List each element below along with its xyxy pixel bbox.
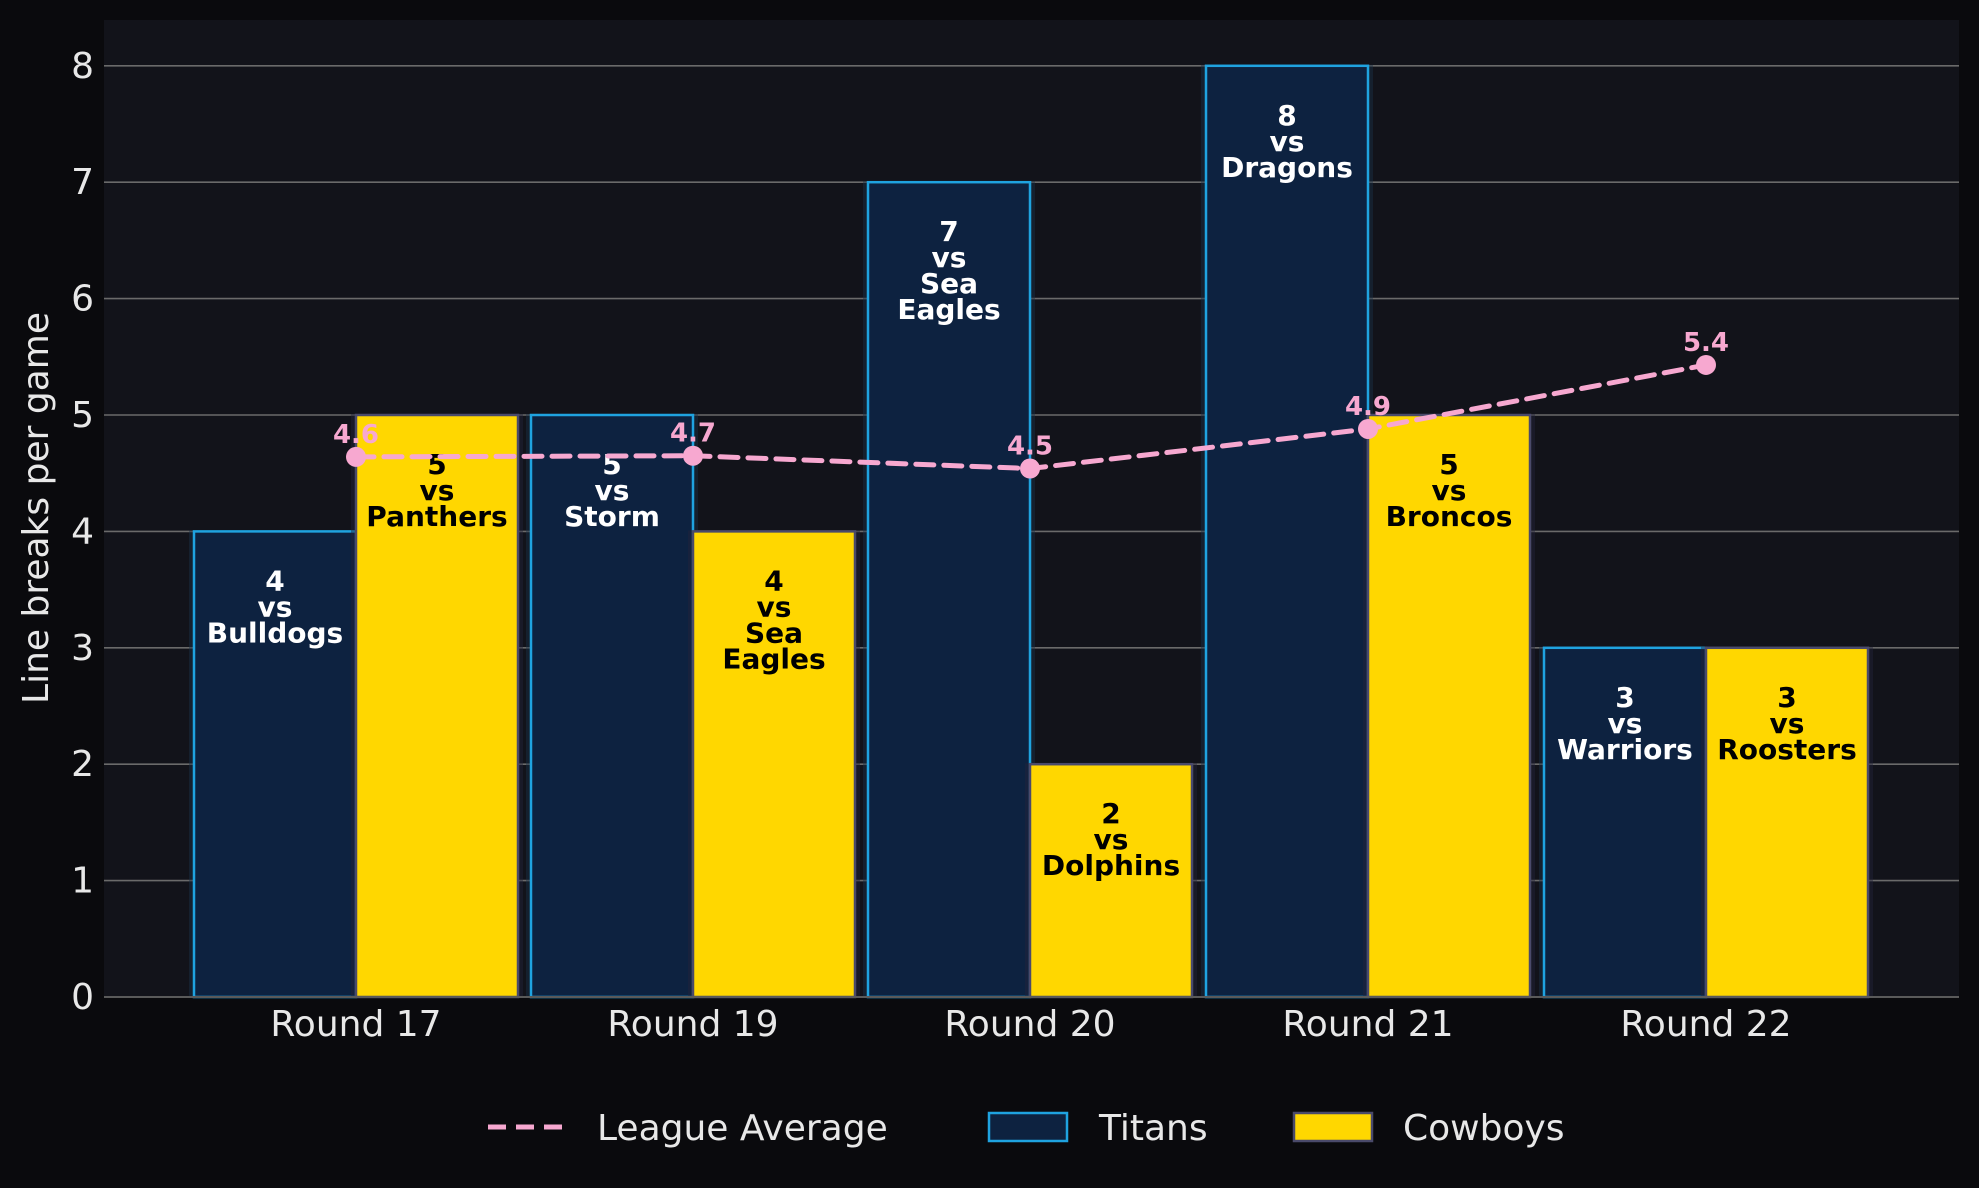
x-tick-label: Round 20 bbox=[944, 1004, 1115, 1045]
y-tick-label: 7 bbox=[71, 162, 94, 203]
y-tick-label: 5 bbox=[71, 395, 94, 436]
bar-label: Sea bbox=[745, 616, 803, 649]
bar-label: Warriors bbox=[1557, 733, 1693, 766]
league-average-value-label: 4.7 bbox=[670, 419, 716, 449]
bar-label: Eagles bbox=[897, 293, 1000, 326]
bar-label: vs bbox=[258, 590, 293, 623]
bar-titans-round-22 bbox=[1542, 646, 1708, 999]
league-average-point bbox=[1358, 418, 1378, 439]
y-axis-label: Line breaks per game bbox=[16, 312, 57, 704]
legend-cowboys-label: Cowboys bbox=[1403, 1108, 1565, 1149]
bar-label: 4 bbox=[265, 564, 284, 597]
y-axis-ticks: 0 1 2 3 4 5 6 7 8 bbox=[71, 46, 94, 1018]
legend-titans-swatch bbox=[987, 1111, 1069, 1143]
bar-cowboys-round-19 bbox=[691, 530, 857, 999]
y-tick-label: 0 bbox=[71, 977, 94, 1018]
league-average-point bbox=[1020, 458, 1040, 479]
bar-label: 8 bbox=[1277, 99, 1296, 132]
x-tick-label: Round 19 bbox=[607, 1004, 778, 1045]
bar-label: Sea bbox=[920, 267, 978, 300]
x-tick-label: Round 17 bbox=[270, 1004, 441, 1045]
legend: League Average Titans Cowboys bbox=[488, 1108, 1565, 1149]
x-tick-label: Round 22 bbox=[1620, 1004, 1791, 1045]
y-tick-label: 1 bbox=[71, 861, 94, 902]
legend-league-average-label: League Average bbox=[597, 1108, 888, 1149]
bar-titans-round-19 bbox=[529, 413, 695, 999]
legend-cowboys-swatch bbox=[1292, 1111, 1374, 1143]
bar-label: Dragons bbox=[1221, 151, 1353, 184]
bar-label: Broncos bbox=[1386, 500, 1513, 533]
bar-label: 2 bbox=[1101, 797, 1120, 830]
x-axis-ticks: Round 17 Round 19 Round 20 Round 21 Round 22 bbox=[270, 1004, 1791, 1045]
bar-label: Panthers bbox=[366, 500, 507, 533]
bar-label: 7 bbox=[939, 215, 958, 248]
bar-label: 4 bbox=[764, 564, 783, 597]
league-average-point bbox=[683, 445, 703, 466]
y-tick-label: 2 bbox=[71, 744, 94, 785]
bar-label: Storm bbox=[564, 500, 660, 533]
bar-label: vs bbox=[1432, 474, 1467, 507]
bar-label: vs bbox=[932, 241, 967, 274]
bar-label: vs bbox=[595, 474, 630, 507]
bar-cowboys-round-22 bbox=[1704, 646, 1870, 999]
bar-cowboys-round-21 bbox=[1366, 413, 1532, 999]
league-average-line: 4.6 4.7 4.5 4.9 5.4 bbox=[333, 328, 1729, 479]
league-average-point bbox=[346, 446, 366, 467]
bar-label: vs bbox=[1770, 707, 1805, 740]
league-average-point bbox=[1696, 354, 1716, 375]
bar-label: 5 bbox=[1439, 448, 1458, 481]
bar-label: Dolphins bbox=[1042, 849, 1180, 882]
league-average-value-label: 4.6 bbox=[333, 420, 379, 450]
bar-label: Roosters bbox=[1717, 733, 1857, 766]
bar-label: vs bbox=[757, 590, 792, 623]
bar-titans-round-20 bbox=[866, 180, 1032, 999]
bars: 4vsBulldogs5vsStorm7vsSeaEagles8vsDragon… bbox=[189, 64, 1873, 999]
league-average-value-label: 5.4 bbox=[1683, 328, 1729, 358]
bar-label: vs bbox=[1608, 707, 1643, 740]
bar-titans-round-21 bbox=[1204, 64, 1370, 999]
y-tick-label: 3 bbox=[71, 628, 94, 669]
bar-cowboys-round-17 bbox=[354, 413, 520, 999]
bar-label: vs bbox=[420, 474, 455, 507]
bar-label: vs bbox=[1270, 125, 1305, 158]
bar-label: 3 bbox=[1777, 681, 1796, 714]
legend-titans-label: Titans bbox=[1098, 1108, 1208, 1149]
y-tick-label: 4 bbox=[71, 511, 94, 552]
bar-label: Eagles bbox=[722, 642, 825, 675]
y-tick-label: 8 bbox=[71, 46, 94, 87]
bar-label: vs bbox=[1094, 823, 1129, 856]
x-tick-label: Round 21 bbox=[1282, 1004, 1453, 1045]
bar-label: Bulldogs bbox=[207, 616, 343, 649]
league-average-value-label: 4.9 bbox=[1345, 392, 1391, 422]
y-tick-label: 6 bbox=[71, 279, 94, 320]
bar-label: 3 bbox=[1615, 681, 1634, 714]
league-average-value-label: 4.5 bbox=[1007, 432, 1053, 462]
